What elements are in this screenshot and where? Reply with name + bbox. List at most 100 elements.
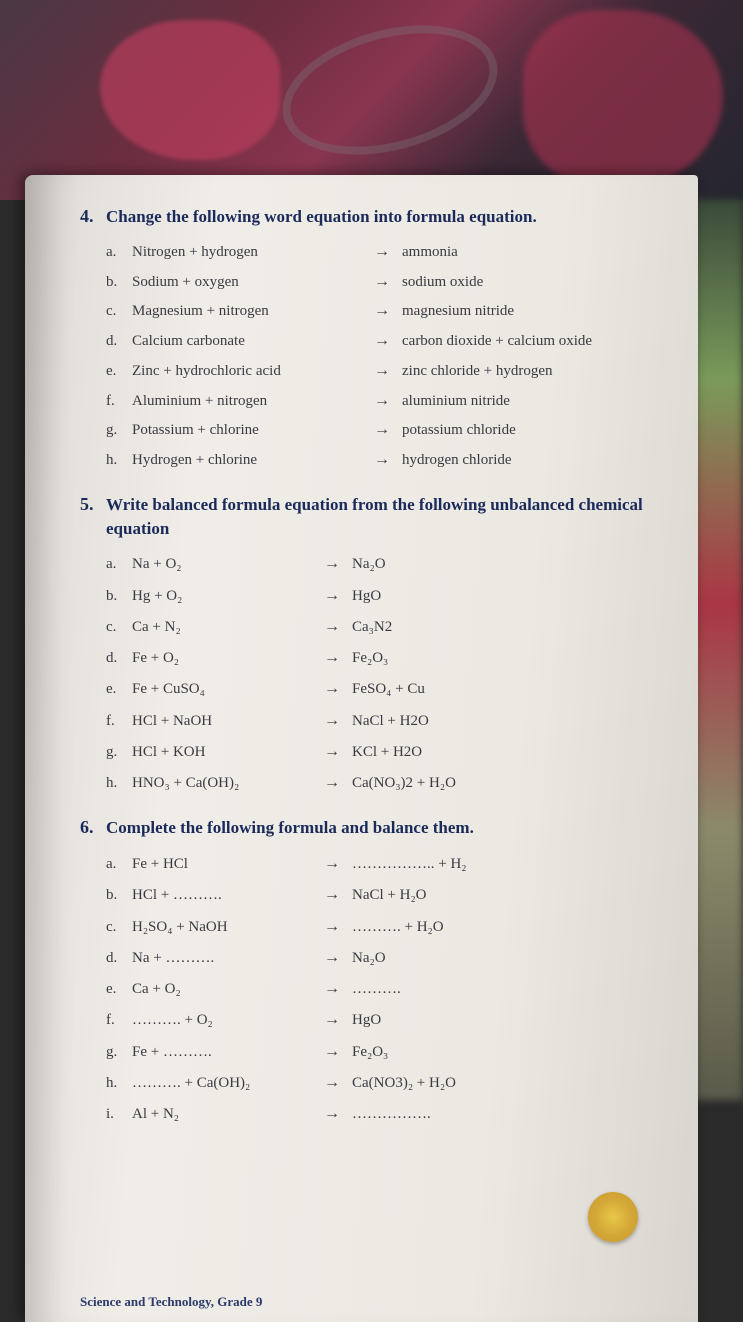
arrow-icon: → <box>362 326 402 356</box>
item-letter: f. <box>106 1006 132 1035</box>
item-letter: a. <box>106 850 132 879</box>
q6-number: 6. <box>80 817 106 838</box>
item-products: zinc chloride + hydrogen <box>402 358 668 386</box>
q4-item: a.Nitrogen + hydrogen→ammonia <box>106 237 668 267</box>
item-reactants: Magnesium + nitrogen <box>132 298 362 326</box>
q6-item: i.Al + N₂→……………. <box>106 1098 668 1129</box>
item-products: …………….. + H₂ <box>352 850 668 879</box>
q5-title: Write balanced formula equation from the… <box>106 493 668 541</box>
arrow-icon: → <box>312 1067 352 1098</box>
arrow-icon: → <box>312 642 352 673</box>
item-reactants: Nitrogen + hydrogen <box>132 239 362 267</box>
item-products: FeSO₄ + Cu <box>352 675 668 704</box>
item-products: aluminium nitride <box>402 388 668 416</box>
q4-title: Change the following word equation into … <box>106 205 537 229</box>
item-letter: a. <box>106 239 132 267</box>
q5-item: e.Fe + CuSO₄→FeSO₄ + Cu <box>106 673 668 704</box>
item-letter: g. <box>106 1038 132 1067</box>
arrow-icon: → <box>312 548 352 579</box>
arrow-icon: → <box>312 736 352 767</box>
item-letter: c. <box>106 298 132 326</box>
item-reactants: H₂SO₄ + NaOH <box>132 913 312 942</box>
item-reactants: Calcium carbonate <box>132 328 362 356</box>
item-products: Ca(NO₃)2 + H₂O <box>352 769 668 798</box>
item-reactants: Ca + O₂ <box>132 975 312 1004</box>
arrow-icon: → <box>312 767 352 798</box>
item-reactants: Al + N₂ <box>132 1100 312 1129</box>
item-reactants: Fe + CuSO₄ <box>132 675 312 704</box>
item-reactants: HCl + NaOH <box>132 707 312 736</box>
q4-item: f.Aluminium + nitrogen→aluminium nitride <box>106 386 668 416</box>
item-letter: d. <box>106 944 132 973</box>
item-products: sodium oxide <box>402 269 668 297</box>
item-products: Na₂O <box>352 944 668 973</box>
q5-item: d.Fe + O₂→Fe₂O₃ <box>106 642 668 673</box>
question-4: 4. Change the following word equation in… <box>80 205 668 475</box>
item-products: potassium chloride <box>402 417 668 445</box>
arrow-icon: → <box>312 673 352 704</box>
item-reactants: HCl + ………. <box>132 881 312 910</box>
item-reactants: Hydrogen + chlorine <box>132 447 362 475</box>
textbook-page: 4. Change the following word equation in… <box>25 175 698 1322</box>
arrow-icon: → <box>362 445 402 475</box>
item-reactants: Aluminium + nitrogen <box>132 388 362 416</box>
arrow-icon: → <box>312 705 352 736</box>
q4-item: e.Zinc + hydrochloric acid→zinc chloride… <box>106 356 668 386</box>
item-letter: g. <box>106 417 132 445</box>
item-products: NaCl + H2O <box>352 707 668 736</box>
item-products: Na₂O <box>352 550 668 579</box>
item-products: ammonia <box>402 239 668 267</box>
q4-item: h.Hydrogen + chlorine→hydrogen chloride <box>106 445 668 475</box>
item-letter: e. <box>106 975 132 1004</box>
item-products: ………. <box>352 975 668 1004</box>
item-products: magnesium nitride <box>402 298 668 326</box>
q4-item: c.Magnesium + nitrogen→magnesium nitride <box>106 296 668 326</box>
q6-items: a.Fe + HCl→…………….. + H₂b.HCl + ……….→NaCl… <box>80 848 668 1129</box>
item-letter: b. <box>106 269 132 297</box>
item-letter: h. <box>106 1069 132 1098</box>
q6-item: h.………. + Ca(OH)₂→Ca(NO3)₂ + H₂O <box>106 1067 668 1098</box>
arrow-icon: → <box>312 1098 352 1129</box>
arrow-icon: → <box>312 911 352 942</box>
question-5: 5. Write balanced formula equation from … <box>80 493 668 799</box>
q4-items: a.Nitrogen + hydrogen→ammoniab.Sodium + … <box>80 237 668 475</box>
q4-number: 4. <box>80 206 106 227</box>
item-products: HgO <box>352 582 668 611</box>
q6-item: e.Ca + O₂→………. <box>106 973 668 1004</box>
item-letter: e. <box>106 358 132 386</box>
item-letter: b. <box>106 881 132 910</box>
background-fabric-right <box>693 200 743 1100</box>
item-reactants: Fe + HCl <box>132 850 312 879</box>
q5-item: c.Ca + N₂→Ca₃N2 <box>106 611 668 642</box>
item-reactants: Fe + O₂ <box>132 644 312 673</box>
item-reactants: Zinc + hydrochloric acid <box>132 358 362 386</box>
q6-item: f.………. + O₂→HgO <box>106 1004 668 1035</box>
item-reactants: Potassium + chlorine <box>132 417 362 445</box>
item-letter: a. <box>106 550 132 579</box>
arrow-icon: → <box>362 415 402 445</box>
item-reactants: Hg + O₂ <box>132 582 312 611</box>
item-products: Fe₂O₃ <box>352 1038 668 1067</box>
arrow-icon: → <box>362 356 402 386</box>
item-letter: h. <box>106 447 132 475</box>
item-reactants: Ca + N₂ <box>132 613 312 642</box>
q5-item: f.HCl + NaOH→NaCl + H2O <box>106 705 668 736</box>
item-letter: c. <box>106 913 132 942</box>
item-letter: e. <box>106 675 132 704</box>
arrow-icon: → <box>312 942 352 973</box>
arrow-icon: → <box>312 973 352 1004</box>
item-letter: d. <box>106 644 132 673</box>
item-letter: b. <box>106 582 132 611</box>
item-reactants: Na + ………. <box>132 944 312 973</box>
item-reactants: HNO₃ + Ca(OH)₂ <box>132 769 312 798</box>
q6-title: Complete the following formula and balan… <box>106 816 474 840</box>
item-letter: d. <box>106 328 132 356</box>
q6-item: c.H₂SO₄ + NaOH→………. + H₂O <box>106 911 668 942</box>
item-products: Fe₂O₃ <box>352 644 668 673</box>
arrow-icon: → <box>312 848 352 879</box>
q5-number: 5. <box>80 494 106 515</box>
q4-item: g.Potassium + chlorine→potassium chlorid… <box>106 415 668 445</box>
q6-item: a.Fe + HCl→…………….. + H₂ <box>106 848 668 879</box>
item-letter: g. <box>106 738 132 767</box>
item-products: ………. + H₂O <box>352 913 668 942</box>
